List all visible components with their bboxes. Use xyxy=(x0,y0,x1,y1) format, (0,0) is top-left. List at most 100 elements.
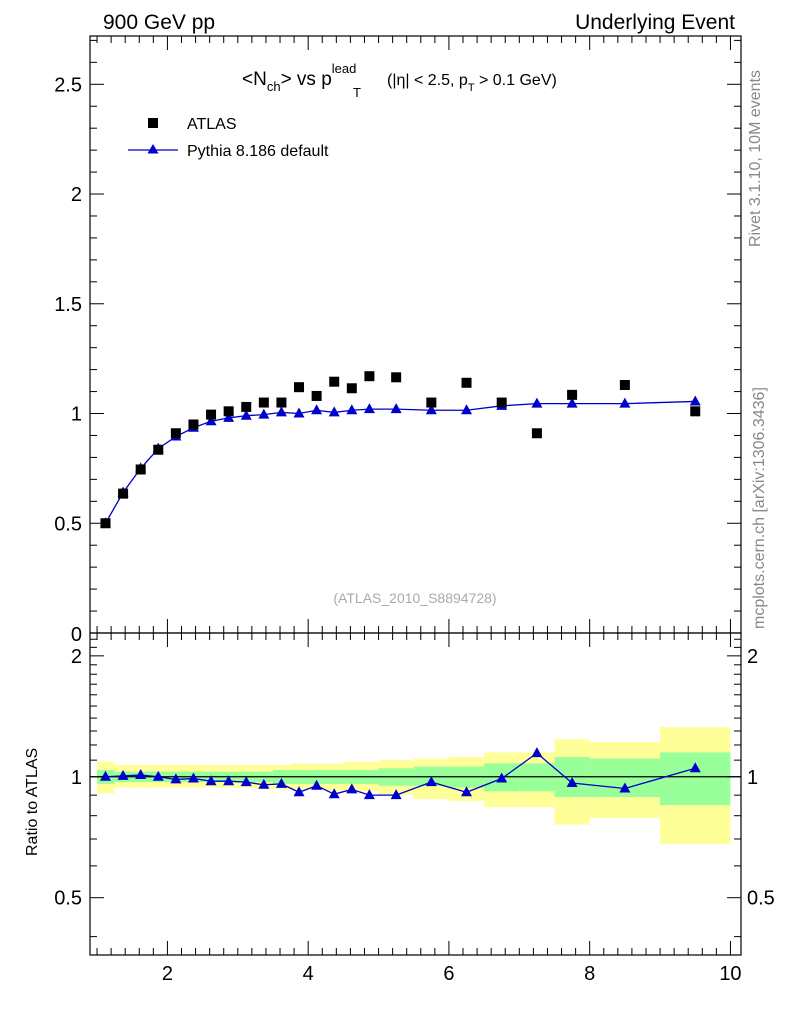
ratio-point xyxy=(240,776,252,787)
atlas-point xyxy=(206,409,217,420)
legend-marker-atlas xyxy=(148,118,158,128)
pythia-point xyxy=(531,397,543,408)
ratio-ylabel: Ratio to ATLAS xyxy=(24,748,41,856)
atlas-point xyxy=(170,428,181,439)
pythia-point xyxy=(311,404,323,415)
ratio-series xyxy=(99,747,701,800)
atlas-point xyxy=(531,428,542,439)
atlas-point xyxy=(153,444,164,455)
pythia-point xyxy=(619,397,631,408)
main-ytick-label: 2 xyxy=(71,184,82,206)
title-cut: (|η| < 2.5, pT > 0.1 GeV) xyxy=(387,72,557,94)
atlas-point xyxy=(258,397,269,408)
atlas-point xyxy=(135,464,146,475)
ratio-point xyxy=(205,775,217,786)
ratio-ytick-label-right: 2 xyxy=(747,646,758,668)
ratio-point xyxy=(531,747,543,758)
pythia-point xyxy=(390,403,402,414)
ratio-xtick-label: 2 xyxy=(162,963,173,985)
pythia-point xyxy=(240,409,252,420)
atlas-point xyxy=(364,371,375,382)
ratio-point xyxy=(689,762,701,773)
main-title: <Nch> vs plead xyxy=(242,61,356,94)
ratio-ticks: 0.5 0.5 1 1 2 2 2 4 6 8 10 xyxy=(54,633,775,985)
pythia-point xyxy=(363,403,375,414)
ratio-xtick-label: 8 xyxy=(584,963,595,985)
ratio-point xyxy=(311,779,323,790)
ratio-point xyxy=(328,788,340,799)
ratio-point xyxy=(170,773,182,784)
pythia-point xyxy=(258,408,270,419)
atlas-point xyxy=(346,383,357,394)
ratio-point xyxy=(425,776,437,787)
atlas-point xyxy=(496,397,507,408)
atlas-point xyxy=(276,397,287,408)
ratio-point xyxy=(346,783,358,794)
ratio-point xyxy=(566,776,578,787)
title-cut-open: (|η| < 2.5, p xyxy=(387,72,468,89)
atlas-point xyxy=(118,488,129,499)
title-sub-ch: ch xyxy=(267,79,281,94)
atlas-point xyxy=(311,390,322,401)
main-series xyxy=(99,371,701,529)
ratio-point xyxy=(99,770,111,781)
ratio-point xyxy=(390,789,402,800)
title-sup-lead: lead xyxy=(332,61,357,76)
title-cut-close: > 0.1 GeV) xyxy=(475,72,557,89)
atlas-point xyxy=(329,376,340,387)
atlas-point xyxy=(391,372,402,383)
ratio-point xyxy=(496,772,508,783)
ratio-panel-frame xyxy=(89,632,742,956)
ratio-point xyxy=(363,789,375,800)
header-right-label: Underlying Event xyxy=(575,11,735,34)
pythia-point xyxy=(205,415,217,426)
main-ytick-label-zero: 0 xyxy=(71,624,82,646)
atlas-point xyxy=(690,406,701,417)
main-panel: 0.5 1 1.5 2 2.5 0 <Nch> vs plead T (|η| < 2.5… xyxy=(54,35,742,646)
main-ytick-label: 1 xyxy=(71,404,82,426)
atlas-point xyxy=(241,401,252,412)
pythia-point xyxy=(293,407,305,418)
ratio-point xyxy=(117,769,129,780)
pythia-point xyxy=(275,406,287,417)
legend-marker-pythia xyxy=(147,144,159,154)
title-sub-t: T xyxy=(353,85,361,100)
atlas-point xyxy=(294,382,305,393)
ratio-xtick-label: 4 xyxy=(303,963,314,985)
legend-label-atlas: ATLAS xyxy=(187,116,237,133)
title-part-open: <N xyxy=(242,69,267,90)
ratio-ytick-label-right: 0.5 xyxy=(747,888,775,910)
pythia-point xyxy=(346,404,358,415)
main-ytick-label: 1.5 xyxy=(54,294,82,316)
main-ytick-label: 2.5 xyxy=(54,74,82,96)
atlas-point xyxy=(100,518,111,529)
atlas-point xyxy=(426,397,437,408)
ratio-point xyxy=(152,770,164,781)
title-cut-sub: T xyxy=(468,82,475,94)
rivet-label: Rivet 3.1.10, 10M events xyxy=(747,70,764,247)
atlas-point xyxy=(567,389,578,400)
legend-label-pythia: Pythia 8.186 default xyxy=(187,143,329,160)
pythia-point xyxy=(461,404,473,415)
ratio-point xyxy=(275,777,287,788)
ratio-point xyxy=(223,775,235,786)
atlas-point xyxy=(223,406,234,417)
main-ytick-label: 0.5 xyxy=(54,513,82,535)
ratio-point xyxy=(619,782,631,793)
pythia-point xyxy=(566,397,578,408)
ratio-xtick-label: 10 xyxy=(719,963,741,985)
legend: ATLAS Pythia 8.186 default xyxy=(128,116,329,160)
pythia-point xyxy=(223,411,235,422)
ratio-ytick-label-left: 0.5 xyxy=(54,888,82,910)
ratio-point xyxy=(293,786,305,797)
ratio-panel: 0.5 0.5 1 1 2 2 2 4 6 8 10 Ratio to ATLAS xyxy=(24,632,775,985)
atlas-point xyxy=(188,419,199,430)
ratio-point xyxy=(187,772,199,783)
atlas-point xyxy=(619,379,630,390)
main-ticks: 0.5 1 1.5 2 2.5 0 xyxy=(54,36,741,646)
watermark-label: (ATLAS_2010_S8894728) xyxy=(333,590,496,606)
ratio-ytick-label-right: 1 xyxy=(747,767,758,789)
title-part-mid: > vs p xyxy=(281,69,332,90)
